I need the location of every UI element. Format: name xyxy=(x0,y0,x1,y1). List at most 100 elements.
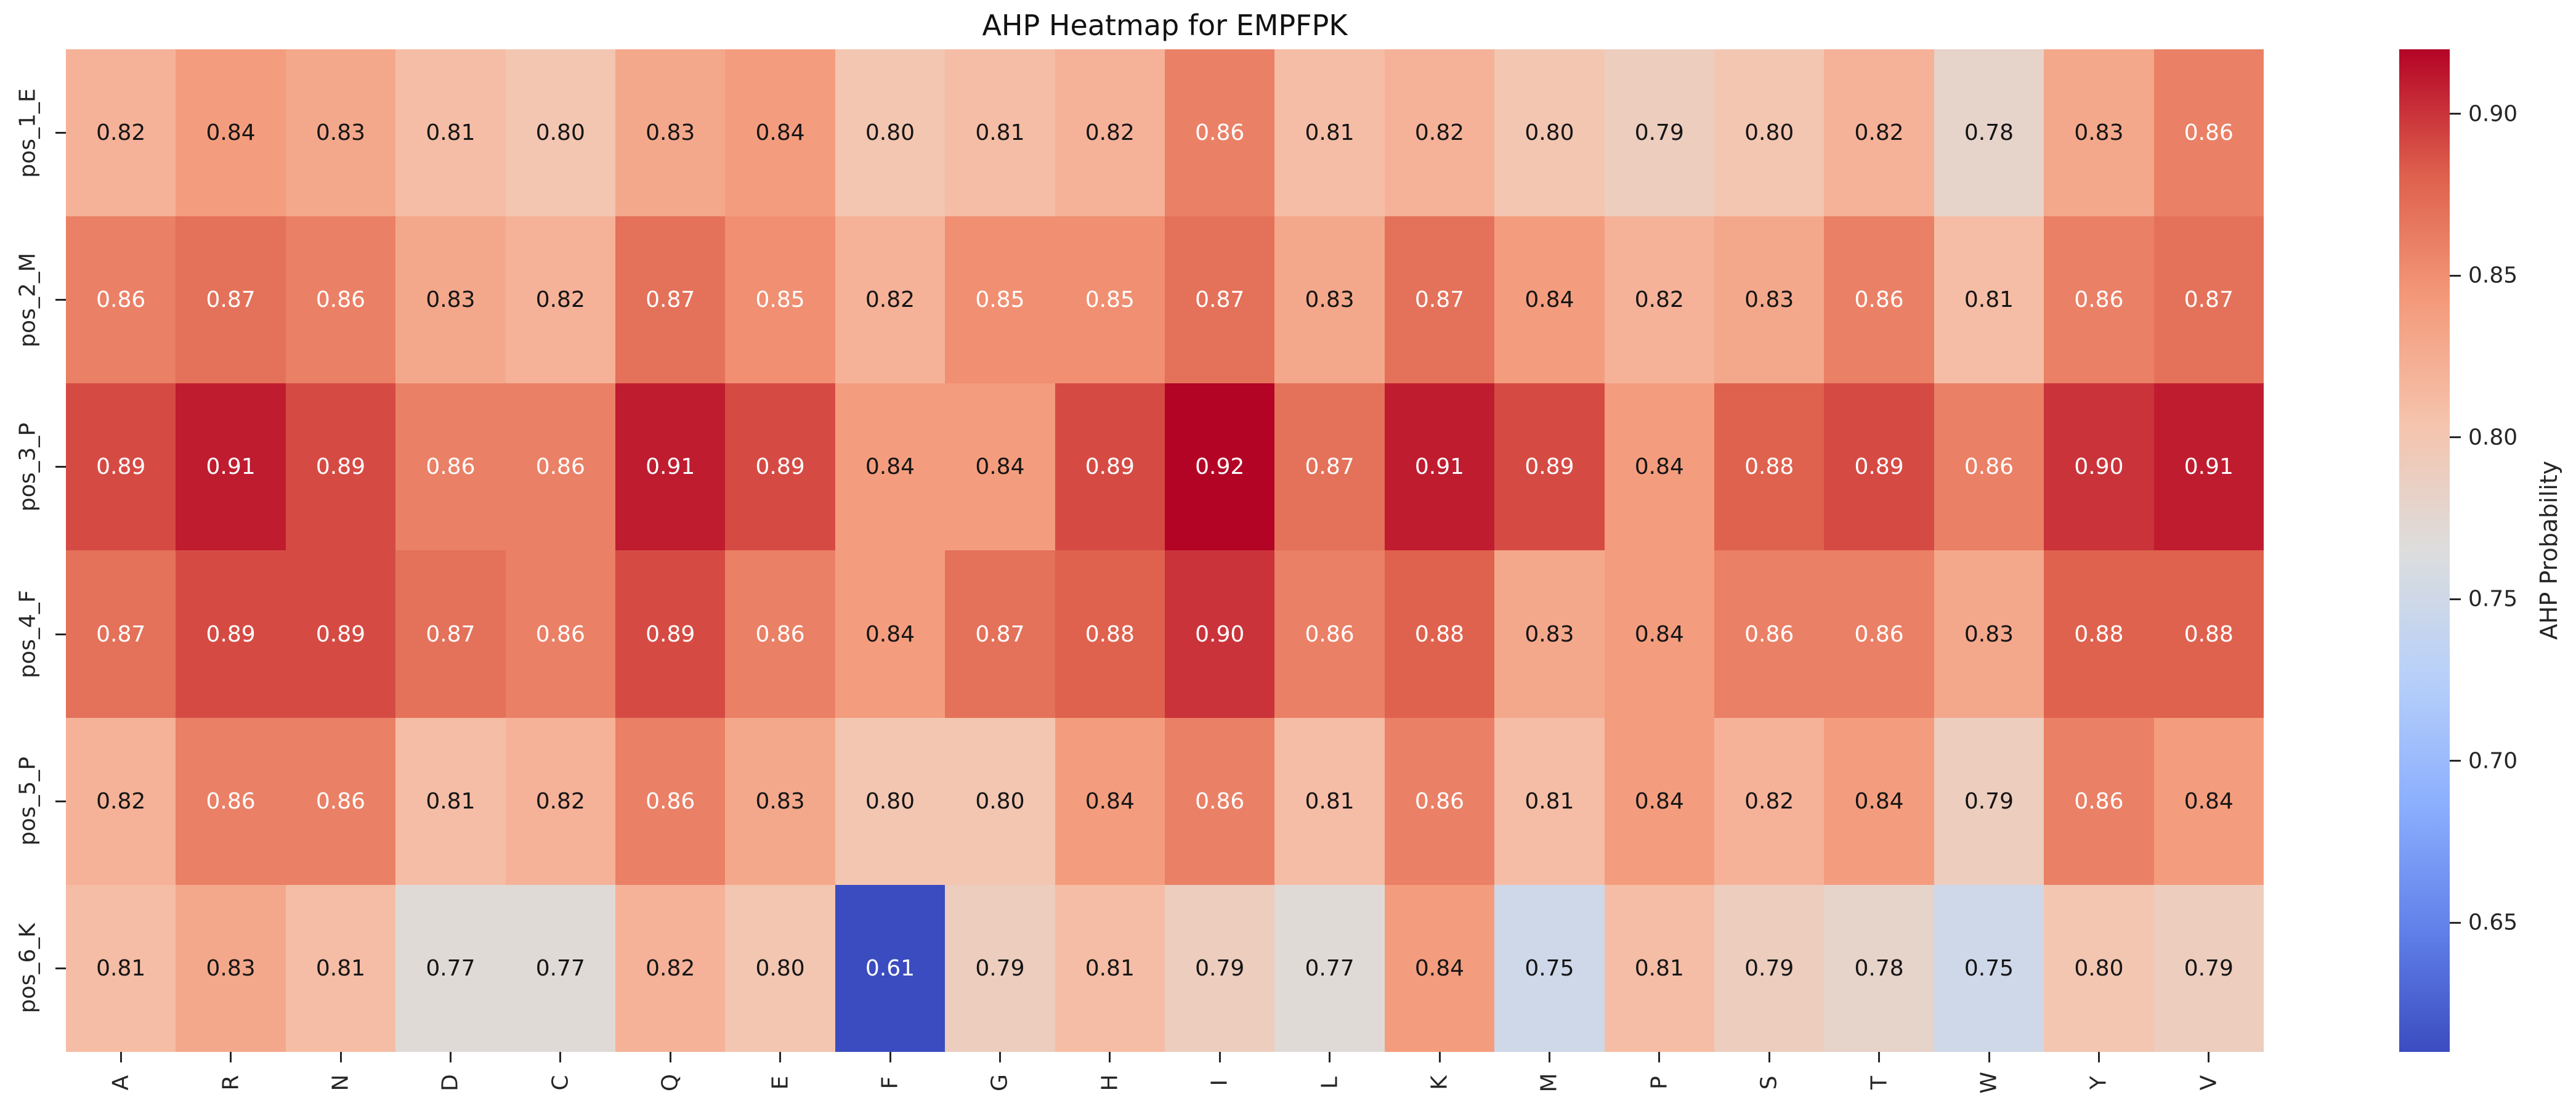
cell-value: 0.86 xyxy=(2184,120,2234,146)
heatmap-cell: 0.80 xyxy=(945,717,1055,885)
heatmap-cell: 0.89 xyxy=(1494,383,1605,551)
cell-value: 0.88 xyxy=(1414,621,1465,647)
heatmap-cell: 0.81 xyxy=(66,884,176,1052)
heatmap-cell: 0.84 xyxy=(2153,717,2264,885)
cell-value: 0.84 xyxy=(1634,788,1684,814)
heatmap-cell: 0.84 xyxy=(176,49,286,217)
cell-value: 0.79 xyxy=(1195,955,1245,981)
heatmap-cell: 0.86 xyxy=(725,550,835,718)
heatmap-cell: 0.84 xyxy=(835,383,946,551)
heatmap-cell: 0.89 xyxy=(176,550,286,718)
cell-value: 0.86 xyxy=(1854,287,1904,313)
cell-value: 0.81 xyxy=(1525,788,1574,814)
x-axis-label: F xyxy=(877,1076,903,1090)
x-axis-label: C xyxy=(548,1075,573,1091)
colorbar-tick-label: 0.85 xyxy=(2468,263,2518,288)
heatmap-cell: 0.81 xyxy=(285,884,396,1052)
y-tick xyxy=(55,466,66,468)
cell-value: 0.89 xyxy=(646,621,695,647)
heatmap-cell: 0.80 xyxy=(725,884,835,1052)
heatmap-cell: 0.75 xyxy=(1934,884,2044,1052)
cell-value: 0.80 xyxy=(865,120,915,146)
heatmap-cell: 0.88 xyxy=(2044,550,2154,718)
heatmap-cell: 0.82 xyxy=(505,216,615,384)
heatmap-cell: 0.91 xyxy=(1384,383,1495,551)
x-tick xyxy=(2208,1052,2210,1062)
heatmap-cell: 0.87 xyxy=(945,550,1055,718)
x-axis-label: M xyxy=(1536,1073,1562,1093)
heatmap-cell: 0.89 xyxy=(66,383,176,551)
cell-value: 0.75 xyxy=(1525,955,1574,981)
cell-value: 0.81 xyxy=(1305,120,1355,146)
x-tick xyxy=(119,1052,122,1062)
heatmap-cell: 0.86 xyxy=(2044,717,2154,885)
x-tick xyxy=(559,1052,562,1062)
cell-value: 0.82 xyxy=(1744,788,1794,814)
heatmap-cell: 0.86 xyxy=(176,717,286,885)
cell-value: 0.83 xyxy=(646,120,695,146)
x-axis-label: I xyxy=(1207,1079,1233,1086)
y-axis-label: pos_2_M xyxy=(15,252,41,348)
x-axis-label: L xyxy=(1317,1076,1343,1090)
heatmap-cell: 0.86 xyxy=(505,550,615,718)
heatmap-cell: 0.82 xyxy=(1384,49,1495,217)
heatmap-cell: 0.86 xyxy=(1384,717,1495,885)
heatmap-cell: 0.79 xyxy=(1604,49,1714,217)
cell-value: 0.81 xyxy=(426,120,476,146)
cell-value: 0.82 xyxy=(96,120,146,146)
heatmap-cell: 0.82 xyxy=(1714,717,1825,885)
heatmap-cell: 0.81 xyxy=(1055,884,1165,1052)
heatmap-cell: 0.61 xyxy=(835,884,946,1052)
cell-value: 0.80 xyxy=(535,120,585,146)
cell-value: 0.87 xyxy=(96,621,146,647)
heatmap-grid: 0.82 0.84 0.83 0.81 0.80 0.83 0.84 0.80 0.81 0.82… xyxy=(66,49,2264,1052)
heatmap-cell: 0.83 xyxy=(176,884,286,1052)
heatmap-cell: 0.87 xyxy=(176,216,286,384)
cell-value: 0.81 xyxy=(426,788,476,814)
heatmap-cell: 0.81 xyxy=(395,717,506,885)
heatmap-cell: 0.86 xyxy=(1824,550,1934,718)
cell-value: 0.83 xyxy=(2074,120,2124,146)
cell-value: 0.82 xyxy=(1414,120,1465,146)
heatmap-cell: 0.86 xyxy=(1934,383,2044,551)
cell-value: 0.81 xyxy=(1305,788,1355,814)
heatmap-cell: 0.83 xyxy=(725,717,835,885)
heatmap-cell: 0.81 xyxy=(1274,717,1385,885)
heatmap-cell: 0.82 xyxy=(835,216,946,384)
heatmap-cell: 0.81 xyxy=(945,49,1055,217)
cell-value: 0.81 xyxy=(1964,287,2014,313)
cell-value: 0.86 xyxy=(1964,454,2014,480)
heatmap-cell: 0.84 xyxy=(1055,717,1165,885)
heatmap-cell: 0.85 xyxy=(725,216,835,384)
x-tick xyxy=(669,1052,671,1062)
heatmap-cell: 0.89 xyxy=(615,550,726,718)
heatmap-cell: 0.77 xyxy=(1274,884,1385,1052)
cell-value: 0.81 xyxy=(96,955,146,981)
cell-value: 0.88 xyxy=(2184,621,2234,647)
x-axis-label: Q xyxy=(657,1073,683,1092)
cell-value: 0.86 xyxy=(315,788,366,814)
heatmap-cell: 0.80 xyxy=(835,49,946,217)
heatmap-cell: 0.88 xyxy=(1055,550,1165,718)
cell-value: 0.87 xyxy=(975,621,1025,647)
x-tick xyxy=(1329,1052,1331,1062)
heatmap-cell: 0.79 xyxy=(1164,884,1275,1052)
cell-value: 0.81 xyxy=(975,120,1025,146)
heatmap-cell: 0.86 xyxy=(2153,49,2264,217)
cell-value: 0.82 xyxy=(96,788,146,814)
heatmap-cell: 0.85 xyxy=(945,216,1055,384)
heatmap-cell: 0.88 xyxy=(1384,550,1495,718)
x-tick xyxy=(1988,1052,1990,1062)
cell-value: 0.81 xyxy=(1634,955,1684,981)
cell-value: 0.84 xyxy=(865,454,915,480)
cell-value: 0.86 xyxy=(96,287,146,313)
x-axis-label: T xyxy=(1866,1076,1892,1090)
cell-value: 0.80 xyxy=(975,788,1025,814)
x-axis-label: K xyxy=(1427,1075,1452,1090)
cell-value: 0.81 xyxy=(315,955,366,981)
heatmap-cell: 0.86 xyxy=(505,383,615,551)
heatmap-cell: 0.77 xyxy=(505,884,615,1052)
cell-value: 0.89 xyxy=(755,454,805,480)
heatmap-cell: 0.84 xyxy=(1604,383,1714,551)
